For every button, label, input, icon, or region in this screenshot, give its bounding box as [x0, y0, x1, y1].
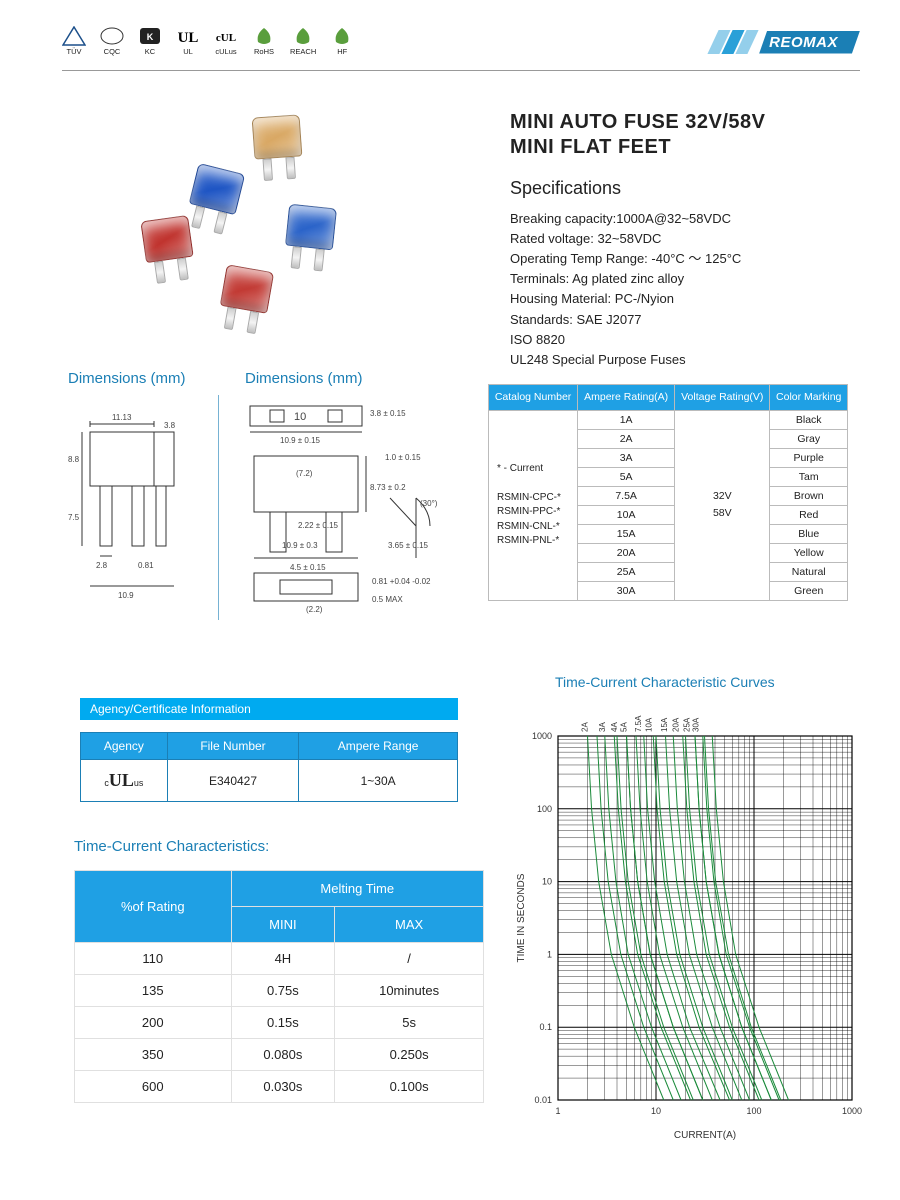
dimensions-heading-2: Dimensions (mm): [245, 370, 363, 387]
svg-text:10: 10: [542, 877, 552, 887]
ratings-row: * - Current RSMIN-CPC-*RSMIN-PPC-*RSMIN-…: [489, 410, 848, 429]
svg-text:7.5: 7.5: [68, 513, 80, 522]
dimension-drawing-front: 11.13 3.8 8.8 7.5 2.8 0.81 10.9: [68, 404, 208, 614]
svg-text:0.81: 0.81: [138, 561, 154, 570]
svg-text:3.8: 3.8: [164, 421, 176, 430]
agency-file: E340427: [167, 760, 299, 802]
svg-text:20A: 20A: [672, 717, 681, 732]
time-current-curves-chart: 1 10 100 1000 0.01 0.1 1 10 100 1000 CURRENT(A) TIM…: [510, 700, 862, 1140]
cert-mark-reach: REACH: [290, 26, 316, 56]
melt-row: 2000.15s5s: [75, 1007, 484, 1039]
spec-line: Rated voltage: 32~58VDC: [510, 229, 741, 249]
svg-text:(30°): (30°): [420, 499, 438, 508]
svg-text:4A: 4A: [610, 722, 619, 732]
spec-line: Housing Material: PC-/Nyion: [510, 289, 741, 309]
tcc-title: Time-Current Characteristics:: [74, 838, 269, 855]
svg-text:30A: 30A: [691, 717, 700, 732]
melt-row: 1350.75s10minutes: [75, 975, 484, 1007]
svg-text:8.73 ± 0.2: 8.73 ± 0.2: [370, 483, 406, 492]
svg-text:0.5 MAX: 0.5 MAX: [372, 595, 403, 604]
cert-mark-hf: HF: [330, 26, 354, 56]
agency-logo-cell: cULus: [81, 760, 168, 802]
spec-line: Terminals: Ag plated zinc alloy: [510, 269, 741, 289]
svg-text:(2.2): (2.2): [306, 605, 323, 614]
product-title: MINI AUTO FUSE 32V/58VMINI FLAT FEET: [510, 110, 766, 160]
cert-mark-cqc: CQC: [100, 26, 124, 56]
spec-line: ISO 8820: [510, 330, 741, 350]
svg-text:4.5 ± 0.15: 4.5 ± 0.15: [290, 563, 326, 572]
svg-text:2.22 ± 0.15: 2.22 ± 0.15: [298, 521, 339, 530]
spec-line: Operating Temp Range: -40°C ～ 125°C: [510, 249, 741, 269]
svg-text:1000: 1000: [532, 731, 552, 741]
svg-text:3.65 ± 0.15: 3.65 ± 0.15: [388, 541, 429, 550]
svg-text:10.9 ± 0.15: 10.9 ± 0.15: [280, 436, 321, 445]
melt-row: 6000.030s0.100s: [75, 1071, 484, 1103]
certification-strip: TÜV CQC KKC ULUL cULcULus RoHS REACH HF REOMAX: [62, 26, 860, 68]
svg-text:0.01: 0.01: [534, 1095, 552, 1105]
brand-bar: REOMAX: [713, 30, 860, 54]
dimension-drawing-side: 10 3.8 ± 0.15 10.9 ± 0.15 1.0 ± 0.15 (7.…: [240, 398, 460, 623]
svg-text:100: 100: [537, 804, 552, 814]
svg-text:25A: 25A: [683, 717, 692, 732]
svg-text:100: 100: [746, 1106, 761, 1116]
svg-text:10A: 10A: [645, 717, 654, 732]
agency-range: 1~30A: [299, 760, 458, 802]
specs-heading: Specifications: [510, 175, 741, 203]
dimensions-heading-1: Dimensions (mm): [68, 370, 186, 387]
svg-text:3.8 ± 0.15: 3.8 ± 0.15: [370, 409, 406, 418]
svg-text:(7.2): (7.2): [296, 469, 313, 478]
curves-title: Time-Current Characteristic Curves: [555, 674, 775, 690]
cert-mark-kc: KKC: [138, 26, 162, 56]
specifications: Specifications Breaking capacity:1000A@3…: [510, 175, 741, 370]
fuse-icon: [189, 163, 246, 215]
spec-line: UL248 Special Purpose Fuses: [510, 350, 741, 370]
brand-name: REOMAX: [759, 31, 860, 54]
svg-text:10.9: 10.9: [118, 591, 134, 600]
cert-mark-ul: ULUL: [176, 26, 200, 56]
svg-text:2.8: 2.8: [96, 561, 108, 570]
agency-section-title: Agency/Certificate Information: [80, 698, 458, 720]
fuse-icon: [220, 264, 275, 314]
svg-text:15A: 15A: [660, 717, 669, 732]
svg-text:cUL: cUL: [216, 32, 236, 44]
spec-line: Standards: SAE J2077: [510, 310, 741, 330]
svg-text:1: 1: [547, 949, 552, 959]
fuse-icon: [252, 114, 303, 159]
svg-text:1.0 ± 0.15: 1.0 ± 0.15: [385, 453, 421, 462]
svg-text:CURRENT(A): CURRENT(A): [674, 1130, 736, 1140]
spec-line: Breaking capacity:1000A@32~58VDC: [510, 209, 741, 229]
melt-row: 3500.080s0.250s: [75, 1039, 484, 1071]
svg-text:0.81 +0.04 -0.02: 0.81 +0.04 -0.02: [372, 577, 431, 586]
svg-text:10.9 ± 0.3: 10.9 ± 0.3: [282, 541, 318, 550]
agency-table: AgencyFile NumberAmpere Range cULus E340…: [80, 732, 458, 802]
cert-mark-culus: cULcULus: [214, 26, 238, 56]
product-photo: [135, 108, 380, 333]
svg-text:3A: 3A: [598, 722, 607, 732]
melt-row: 1104H/: [75, 943, 484, 975]
svg-text:K: K: [147, 32, 154, 42]
melting-time-table: %of Rating Melting Time MINI MAX 1104H/1…: [74, 870, 484, 1103]
cert-mark-rohs: RoHS: [252, 26, 276, 56]
ratings-table: Catalog NumberAmpere Rating(A)Voltage Ra…: [488, 384, 848, 601]
svg-text:2A: 2A: [581, 722, 590, 732]
svg-text:7.5A: 7.5A: [634, 715, 643, 732]
svg-text:10: 10: [294, 411, 306, 423]
svg-text:1000: 1000: [842, 1106, 862, 1116]
cert-mark-tüv: TÜV: [62, 26, 86, 56]
svg-text:8.8: 8.8: [68, 455, 80, 464]
svg-text:TIME IN SECONDS: TIME IN SECONDS: [516, 873, 527, 962]
fuse-icon: [285, 204, 337, 251]
fuse-icon: [140, 215, 193, 263]
svg-text:10: 10: [651, 1106, 661, 1116]
svg-text:1: 1: [555, 1106, 560, 1116]
svg-text:0.1: 0.1: [539, 1022, 552, 1032]
svg-text:UL: UL: [178, 30, 199, 46]
svg-text:11.13: 11.13: [112, 413, 132, 422]
dimensions-divider: [218, 395, 219, 620]
svg-text:5A: 5A: [619, 722, 628, 732]
